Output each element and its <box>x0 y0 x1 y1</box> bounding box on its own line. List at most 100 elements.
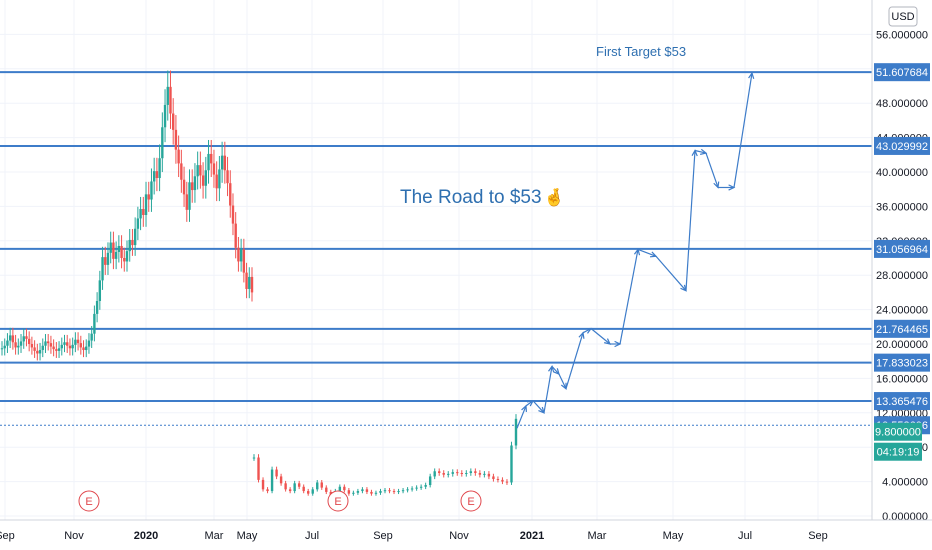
projection-segment <box>551 365 560 375</box>
time-tick-label: Mar <box>205 530 224 542</box>
time-tick-label: Sep <box>808 530 828 542</box>
candle-body <box>95 301 99 314</box>
candle-body <box>234 223 237 248</box>
candle-body <box>365 489 369 492</box>
candle-body <box>316 482 319 490</box>
candle-body <box>169 86 172 114</box>
earnings-marker[interactable]: E <box>460 490 482 512</box>
candle-body <box>505 481 509 483</box>
candle-body <box>501 479 504 482</box>
candle-body <box>30 344 34 348</box>
level-label-background <box>874 353 930 372</box>
candle-body <box>112 242 115 259</box>
chart-annotation-target: First Target $53 <box>596 44 686 59</box>
candle-body <box>401 490 405 492</box>
candle-body <box>25 336 28 339</box>
candle-body <box>218 169 221 189</box>
candle-body <box>419 486 423 488</box>
time-tick-label: Sep <box>0 530 15 542</box>
candle-body <box>204 170 208 186</box>
candle-body <box>79 343 83 348</box>
candle-body <box>220 155 224 170</box>
candle-body <box>352 492 355 494</box>
candle-body <box>38 350 42 354</box>
candle-body <box>229 183 232 206</box>
candle-body <box>469 471 473 473</box>
candle-body <box>120 245 123 258</box>
candle-body <box>510 445 513 483</box>
candle-body <box>307 491 310 494</box>
candle-body <box>325 487 328 492</box>
level-label-background <box>874 136 930 155</box>
projection-segment <box>565 332 584 389</box>
candle-body <box>144 194 148 215</box>
candle-body <box>14 342 17 348</box>
candle-body <box>297 483 301 487</box>
earnings-marker[interactable]: E <box>327 490 349 512</box>
candle-body <box>41 345 44 351</box>
current-price-background <box>874 422 922 441</box>
candle-body <box>492 476 495 480</box>
candle-body <box>98 280 102 301</box>
candle-body <box>410 488 414 490</box>
candle-body <box>90 333 93 341</box>
candle-body <box>136 218 140 229</box>
svg-text:USD: USD <box>891 11 914 23</box>
candle-body <box>231 205 235 224</box>
currency-badge[interactable]: USD <box>888 6 918 27</box>
price-tick-label: 20.000000 <box>876 339 928 351</box>
projection-segment <box>590 328 611 345</box>
projection-segment <box>705 152 719 188</box>
time-tick-label: Nov <box>449 530 469 542</box>
candle-body <box>17 345 20 348</box>
time-tick-label: 2021 <box>520 530 544 542</box>
candle-body <box>49 343 53 347</box>
candle-body <box>139 208 142 219</box>
candle-body <box>483 473 486 475</box>
arrow-head <box>748 71 755 80</box>
candle-body <box>320 482 323 488</box>
projection-arrows <box>516 71 755 429</box>
candle-body <box>82 347 85 351</box>
candle-body <box>338 486 342 492</box>
projection-segment <box>516 405 527 429</box>
level-label: 13.365476 <box>876 396 928 408</box>
candle-body <box>44 341 47 346</box>
projection-segment <box>685 150 696 291</box>
earnings-marker-label: E <box>334 496 341 508</box>
candle-body <box>36 350 39 354</box>
earnings-marker[interactable]: E <box>78 490 100 512</box>
candle-body <box>383 490 387 492</box>
time-axis[interactable]: Sep Nov 2020 Mar May Jul Sep Nov 2021 Mar May Jul Se… <box>0 519 932 550</box>
candle-body <box>125 251 129 262</box>
candle-body <box>87 340 91 347</box>
candle-body <box>161 127 164 159</box>
candle-body <box>207 153 210 171</box>
candle-body <box>27 338 31 344</box>
candle-body <box>361 489 364 492</box>
projection-segment <box>582 327 592 334</box>
candle-body <box>201 175 205 186</box>
candle-body <box>22 336 25 342</box>
horizontal-levels <box>0 71 872 426</box>
candle-body <box>196 165 199 177</box>
candle-body <box>52 346 55 350</box>
candle-body <box>104 257 107 265</box>
candle-body <box>109 242 112 253</box>
time-tick-label: 2020 <box>134 530 158 542</box>
candle-body <box>374 492 378 494</box>
projection-segment <box>694 149 707 154</box>
projection-segment <box>655 255 687 292</box>
candle-body <box>180 163 183 180</box>
candle-body <box>460 473 463 474</box>
candle-body <box>237 247 240 262</box>
candle-body <box>147 194 150 200</box>
candle-body <box>379 491 382 493</box>
candle-body <box>239 249 243 262</box>
candle-body <box>388 490 391 492</box>
candle-body <box>55 349 58 351</box>
candle-body <box>514 418 518 446</box>
candle-body <box>226 170 229 184</box>
candle-body <box>158 158 161 179</box>
